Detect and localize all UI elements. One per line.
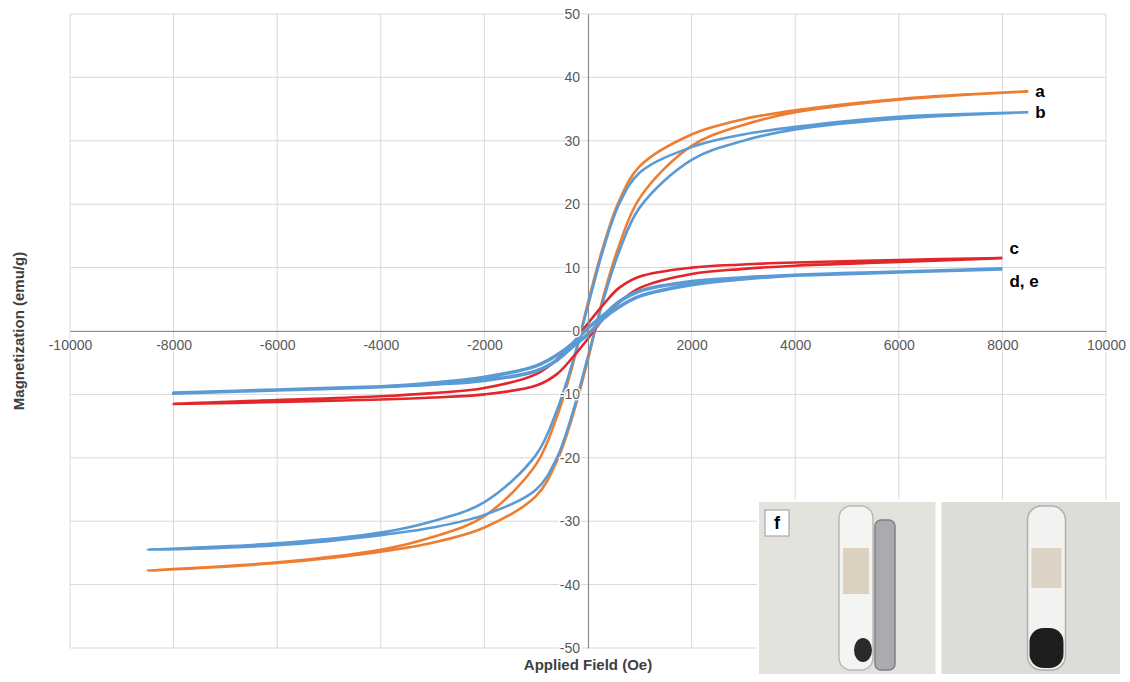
series-label: c bbox=[1009, 239, 1018, 258]
tube-debris bbox=[843, 548, 869, 594]
y-tick: 0 bbox=[572, 323, 588, 339]
tube bbox=[839, 506, 873, 670]
x-tick: 2000 bbox=[677, 331, 708, 353]
series-label: d, e bbox=[1009, 272, 1038, 291]
y-tick-label: -30 bbox=[560, 513, 580, 529]
y-tick: -30 bbox=[560, 513, 588, 529]
x-axis-title: Applied Field (Oe) bbox=[524, 656, 652, 673]
y-tick-label: -40 bbox=[560, 577, 580, 593]
y-tick-label: 10 bbox=[564, 260, 580, 276]
y-tick-label: -50 bbox=[560, 640, 580, 656]
series-label: a bbox=[1035, 82, 1045, 101]
y-axis-title: Magnetization (emu/g) bbox=[10, 252, 27, 410]
y-tick-label: 40 bbox=[564, 69, 580, 85]
inset-photo: f bbox=[757, 500, 1122, 676]
y-tick: -50 bbox=[560, 640, 588, 656]
y-tick-label: 30 bbox=[564, 133, 580, 149]
y-axis-line bbox=[588, 15, 589, 649]
y-tick: 10 bbox=[564, 260, 588, 276]
x-tick: -8000 bbox=[156, 331, 192, 353]
dispersed-particles bbox=[1030, 628, 1064, 668]
y-tick: 40 bbox=[564, 69, 588, 85]
tube-debris bbox=[1032, 548, 1062, 588]
x-tick: 10000 bbox=[1087, 331, 1126, 353]
inset-background bbox=[757, 500, 1122, 676]
tube bbox=[1028, 506, 1066, 670]
y-tick-label: -10 bbox=[560, 386, 580, 402]
y-tick: -20 bbox=[560, 450, 588, 466]
y-tick-label: 20 bbox=[564, 196, 580, 212]
y-tick: -40 bbox=[560, 577, 588, 593]
x-tick-label: 4000 bbox=[780, 337, 811, 353]
y-tick-label: -20 bbox=[560, 450, 580, 466]
inset-label-box bbox=[765, 510, 789, 536]
x-tick: 4000 bbox=[780, 331, 811, 353]
inset-right-photo bbox=[942, 502, 1121, 674]
y-tick-label: 0 bbox=[572, 323, 580, 339]
y-tick: 30 bbox=[564, 133, 588, 149]
y-tick-label: 50 bbox=[564, 6, 580, 22]
series-label: b bbox=[1035, 103, 1045, 122]
x-tick: -6000 bbox=[260, 331, 296, 353]
x-tick-label: 10000 bbox=[1087, 337, 1126, 353]
x-tick: -4000 bbox=[363, 331, 399, 353]
inset-left-photo bbox=[759, 502, 936, 674]
x-tick-label: -8000 bbox=[156, 337, 192, 353]
y-tick: 20 bbox=[564, 196, 588, 212]
series-labels: ab c d, e bbox=[1009, 82, 1045, 291]
x-tick: 6000 bbox=[884, 331, 915, 353]
y-grid-line bbox=[70, 14, 1106, 15]
x-tick: -2000 bbox=[467, 331, 503, 353]
x-tick: -10000 bbox=[49, 331, 93, 353]
x-tick: 8000 bbox=[987, 331, 1018, 353]
y-tick: 50 bbox=[564, 6, 588, 22]
x-tick-label: -2000 bbox=[467, 337, 503, 353]
chart: f -10000 -8000 -6000 -4000 -2000 2000 4000 6000 8… bbox=[0, 0, 1130, 682]
x-tick-label: 2000 bbox=[677, 337, 708, 353]
magnet bbox=[875, 520, 895, 670]
x-axis: -10000 -8000 -6000 -4000 -2000 2000 4000 6000 80… bbox=[49, 331, 1126, 353]
y-tick: -10 bbox=[560, 386, 588, 402]
inset-label: f bbox=[774, 513, 781, 533]
x-tick-label: -6000 bbox=[260, 337, 296, 353]
x-tick-label: 8000 bbox=[987, 337, 1018, 353]
y-axis: -50 -40 -30 -20 -10 0 10 20 30 40 50 bbox=[560, 6, 589, 656]
magnetic-particles bbox=[854, 638, 872, 662]
x-tick-label: -4000 bbox=[363, 337, 399, 353]
x-tick-label: -10000 bbox=[49, 337, 93, 353]
x-tick-label: 6000 bbox=[884, 337, 915, 353]
